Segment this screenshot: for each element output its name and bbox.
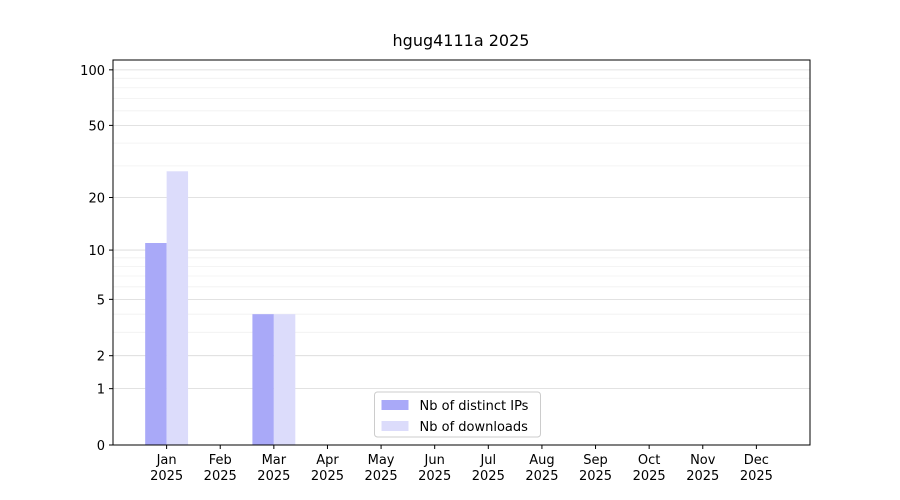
y-tick-label: 0 <box>97 439 105 454</box>
x-tick-label: Nov 2025 <box>686 453 720 484</box>
x-tick-label: Jul 2025 <box>471 453 505 484</box>
plot-frame <box>112 59 811 446</box>
legend-label: Nb of distinct IPs <box>420 399 529 414</box>
x-tick-label: Jun 2025 <box>418 453 452 484</box>
bar <box>252 314 274 445</box>
y-tick-label: 2 <box>97 350 105 365</box>
x-tick-label: Dec 2025 <box>739 453 773 484</box>
bar <box>166 171 189 445</box>
x-tick-label: Feb 2025 <box>203 453 237 484</box>
x-tick-label: Jan 2025 <box>150 453 184 484</box>
legend-swatch <box>381 400 409 410</box>
legend: Nb of distinct IPs Nb of downloads <box>374 391 541 438</box>
x-tick-label: Apr 2025 <box>310 453 344 484</box>
y-tick-label: 20 <box>88 192 105 207</box>
y-tick-label: 100 <box>80 64 105 79</box>
legend-swatch <box>381 421 409 431</box>
y-tick-label: 10 <box>88 244 105 259</box>
x-tick-label: Oct 2025 <box>632 453 666 484</box>
bar <box>145 243 167 445</box>
x-tick-label: Aug 2025 <box>525 453 559 484</box>
chart-title: hgug4111a 2025 <box>393 31 530 50</box>
legend-box <box>374 391 541 438</box>
y-tick-label: 1 <box>97 383 105 398</box>
bar <box>273 314 296 445</box>
legend-label: Nb of downloads <box>420 420 529 435</box>
x-tick-label: Sep 2025 <box>578 453 613 484</box>
y-tick-label: 50 <box>88 119 105 134</box>
x-tick-label: Mar 2025 <box>257 453 291 484</box>
y-tick-label: 5 <box>97 293 105 308</box>
x-tick-label: May 2025 <box>364 453 398 484</box>
